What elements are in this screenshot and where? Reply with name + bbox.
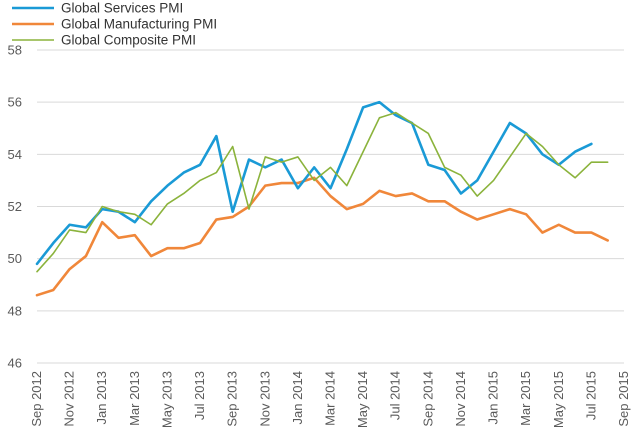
- series-line-global-manufacturing-pmi: [35, 176, 609, 297]
- x-tick-label: Jan 2014: [290, 371, 305, 425]
- y-tick-label: 50: [8, 251, 22, 266]
- legend-label-global-manufacturing-pmi: Global Manufacturing PMI: [61, 17, 217, 32]
- x-tick-label: Jan 2015: [486, 371, 501, 425]
- x-tick-label: Jan 2013: [94, 371, 109, 425]
- x-tick-label: Nov 2014: [453, 371, 468, 427]
- y-tick-label: 58: [8, 43, 22, 58]
- x-axis: Sep 2012 Nov 2012 Jan 2013 Mar 2013 May 2013…: [29, 371, 631, 428]
- x-tick-label: Sep 2012: [29, 371, 44, 427]
- y-tick-label: 46: [8, 356, 22, 371]
- legend-label-global-composite-pmi: Global Composite PMI: [61, 33, 196, 48]
- series-line-global-services-pmi: [35, 100, 593, 266]
- x-tick-label: Mar 2013: [127, 371, 142, 426]
- series-lines: [35, 100, 609, 297]
- x-tick-label: May 2015: [551, 371, 566, 428]
- x-tick-label: May 2014: [355, 371, 370, 428]
- x-tick-label: Jul 2013: [192, 371, 207, 420]
- x-tick-label: Sep 2015: [616, 371, 631, 427]
- y-tick-label: 54: [8, 147, 22, 162]
- legend-label-global-services-pmi: Global Services PMI: [61, 1, 183, 16]
- x-tick-label: Nov 2012: [62, 371, 77, 427]
- x-tick-label: Jul 2014: [388, 371, 403, 420]
- x-tick-label: Sep 2013: [225, 371, 240, 427]
- gridlines: [37, 49, 624, 364]
- y-axis: 46 48 50 52 54 56 58: [8, 43, 22, 371]
- x-tick-label: Mar 2014: [323, 371, 338, 426]
- y-tick-label: 48: [8, 303, 22, 318]
- y-tick-label: 52: [8, 199, 22, 214]
- x-tick-label: Nov 2013: [257, 371, 272, 427]
- x-tick-label: Jul 2015: [583, 371, 598, 420]
- series-line-global-composite-pmi: [36, 111, 609, 273]
- y-tick-label: 56: [8, 95, 22, 110]
- x-tick-label: Mar 2015: [518, 371, 533, 426]
- x-tick-label: Sep 2014: [420, 371, 435, 427]
- x-tick-label: May 2013: [159, 371, 174, 428]
